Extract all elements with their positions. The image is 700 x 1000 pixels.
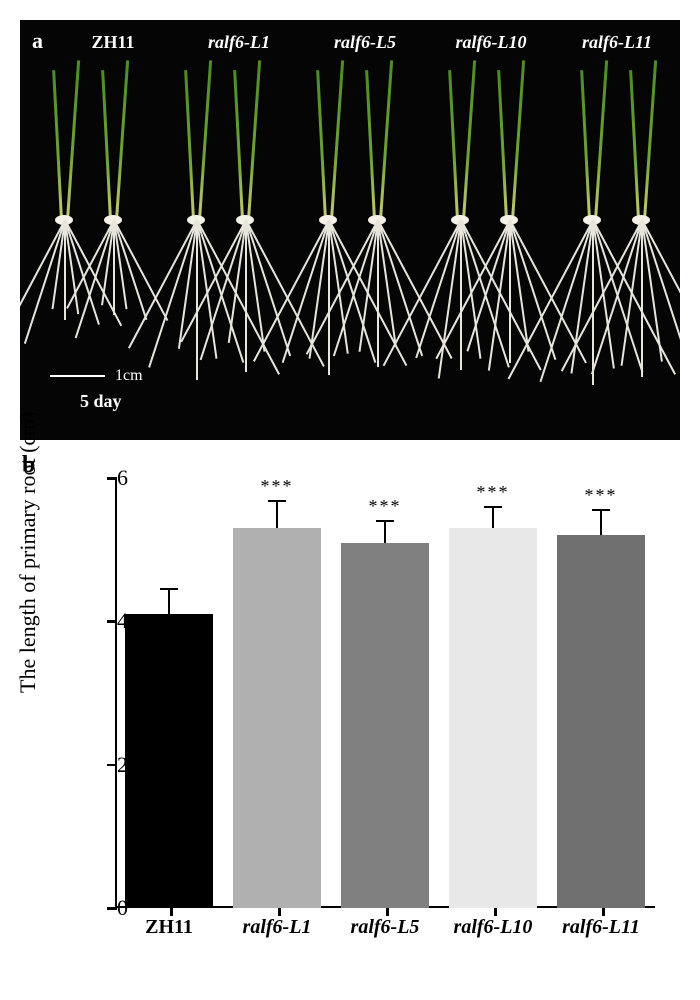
significance-label: *** (260, 476, 293, 497)
error-bar (600, 510, 602, 535)
plant-pair (284, 40, 416, 420)
error-cap (484, 506, 502, 508)
y-tick-label: 4 (88, 608, 128, 634)
bar: *** (557, 478, 646, 908)
panel-b-chart: b The length of primary root (cm) ******… (20, 458, 680, 978)
chart-area: ************ ZH11ralf6-L1ralf6-L5ralf6-L… (115, 478, 655, 908)
bar: *** (233, 478, 322, 908)
error-cap (160, 588, 178, 590)
bar: *** (449, 478, 538, 908)
plants-row (20, 40, 680, 420)
error-bar (384, 521, 386, 543)
panel-a-photo: a ZH11ralf6-L1ralf6-L5ralf6-L10ralf6-L11… (20, 20, 680, 440)
x-axis-label: ralf6-L10 (454, 916, 533, 939)
day-label: 5 day (80, 391, 122, 412)
y-axis-label: The length of primary root (cm) (15, 411, 41, 693)
error-cap (592, 509, 610, 511)
error-bar (492, 507, 494, 529)
plant-pair (20, 40, 152, 420)
bar-rect (557, 535, 646, 908)
significance-label: *** (584, 485, 617, 506)
y-tick-label: 6 (88, 465, 128, 491)
bar-rect (125, 614, 214, 908)
plant-pair (152, 40, 284, 420)
bars-group: *** *** *** *** (115, 478, 655, 908)
scale-bar-text: 1cm (115, 367, 143, 384)
x-axis-label: ralf6-L11 (562, 916, 640, 939)
y-tick-label: 2 (88, 752, 128, 778)
significance-label: *** (368, 496, 401, 517)
scale-bar: 1cm (50, 367, 143, 385)
error-cap (268, 500, 286, 502)
scale-bar-line (50, 375, 105, 377)
bar (125, 478, 214, 908)
error-cap (376, 520, 394, 522)
figure: a ZH11ralf6-L1ralf6-L5ralf6-L10ralf6-L11… (20, 20, 680, 978)
bar-rect (233, 528, 322, 908)
x-axis-label: ralf6-L1 (243, 916, 312, 939)
plant-pair (548, 40, 680, 420)
x-axis-label: ZH11 (145, 916, 193, 939)
bar-rect (341, 543, 430, 909)
error-bar (276, 501, 278, 528)
y-tick-label: 0 (88, 895, 128, 921)
significance-label: *** (476, 482, 509, 503)
bar-rect (449, 528, 538, 908)
x-axis-label: ralf6-L5 (351, 916, 420, 939)
error-bar (168, 589, 170, 614)
bar: *** (341, 478, 430, 908)
plant-pair (416, 40, 548, 420)
